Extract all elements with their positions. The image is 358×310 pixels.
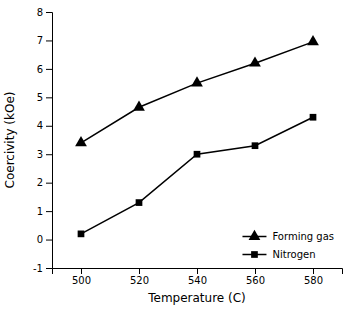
tick-label: -1 xyxy=(33,263,43,274)
legend-label: Forming gas xyxy=(272,231,334,242)
tick: 7 xyxy=(37,35,52,46)
tick-mark xyxy=(46,240,52,241)
tick: -1 xyxy=(33,263,52,274)
tick-label: 560 xyxy=(246,275,265,286)
point xyxy=(133,100,145,110)
tick-label: 0 xyxy=(37,234,43,245)
x-axis-title: Temperature (C) xyxy=(147,291,246,305)
tick: 3 xyxy=(37,149,52,160)
tick-mark xyxy=(139,268,140,274)
tick-label: 520 xyxy=(130,275,149,286)
point xyxy=(136,199,143,206)
tick-label: 3 xyxy=(37,149,43,160)
tick-mark xyxy=(46,69,52,70)
tick: 520 xyxy=(130,268,149,286)
tick-label: 580 xyxy=(304,275,323,286)
tick-mark xyxy=(46,126,52,127)
legend-item: Forming gas xyxy=(242,230,334,242)
tick: 560 xyxy=(246,268,265,286)
tick-label: 1 xyxy=(37,206,43,217)
point xyxy=(307,35,319,45)
legend: Forming gas Nitrogen xyxy=(242,230,334,260)
point xyxy=(194,151,201,158)
line xyxy=(81,117,313,234)
point xyxy=(75,136,87,146)
tick-label: 4 xyxy=(37,120,43,131)
tick-mark xyxy=(81,268,82,274)
x-axis: 500 520 540 560 580 xyxy=(53,268,343,286)
tick: 500 xyxy=(72,268,91,286)
tick: 580 xyxy=(304,268,323,286)
tick-mark xyxy=(46,268,52,269)
axis-line xyxy=(46,13,53,269)
point xyxy=(310,114,317,121)
tick-mark xyxy=(46,183,52,184)
chart: 500 520 540 560 580 -1 0 1 2 3 4 5 6 7 8 Forming gas Nit… xyxy=(0,0,358,310)
series xyxy=(75,35,319,146)
tick: 5 xyxy=(37,92,52,103)
series xyxy=(78,114,317,237)
tick-mark xyxy=(46,211,52,212)
tick: 4 xyxy=(37,120,52,131)
tick: 0 xyxy=(37,234,52,245)
y-axis: -1 0 1 2 3 4 5 6 7 8 xyxy=(33,7,52,274)
tick-label: 540 xyxy=(188,275,207,286)
line xyxy=(81,42,313,143)
legend-label: Nitrogen xyxy=(272,249,315,260)
point xyxy=(78,231,85,238)
tick: 6 xyxy=(37,64,52,75)
y-axis-title: Coercivity (kOe) xyxy=(3,92,17,189)
tick-label: 2 xyxy=(37,177,43,188)
point xyxy=(191,76,203,86)
tick-mark xyxy=(197,268,198,274)
tick-label: 7 xyxy=(37,35,43,46)
tick-mark xyxy=(46,12,52,13)
tick-label: 8 xyxy=(37,7,43,18)
tick: 540 xyxy=(188,268,207,286)
axis-line xyxy=(53,269,343,275)
tick: 2 xyxy=(37,177,52,188)
legend-marker xyxy=(249,230,261,240)
tick-mark xyxy=(46,154,52,155)
marks xyxy=(75,35,319,237)
tick-label: 6 xyxy=(37,64,43,75)
tick-mark xyxy=(46,40,52,41)
tick-mark xyxy=(313,268,314,274)
plot: 500 520 540 560 580 -1 0 1 2 3 4 5 6 7 8 Forming gas Nit… xyxy=(33,7,342,286)
tick: 8 xyxy=(37,7,52,18)
tick-label: 5 xyxy=(37,92,43,103)
point xyxy=(252,142,259,149)
legend-item: Nitrogen xyxy=(242,249,315,260)
legend-marker xyxy=(251,251,258,258)
point xyxy=(249,56,261,66)
tick-mark xyxy=(46,97,52,98)
tick-mark xyxy=(255,268,256,274)
tick: 1 xyxy=(37,206,52,217)
tick-label: 500 xyxy=(72,275,91,286)
